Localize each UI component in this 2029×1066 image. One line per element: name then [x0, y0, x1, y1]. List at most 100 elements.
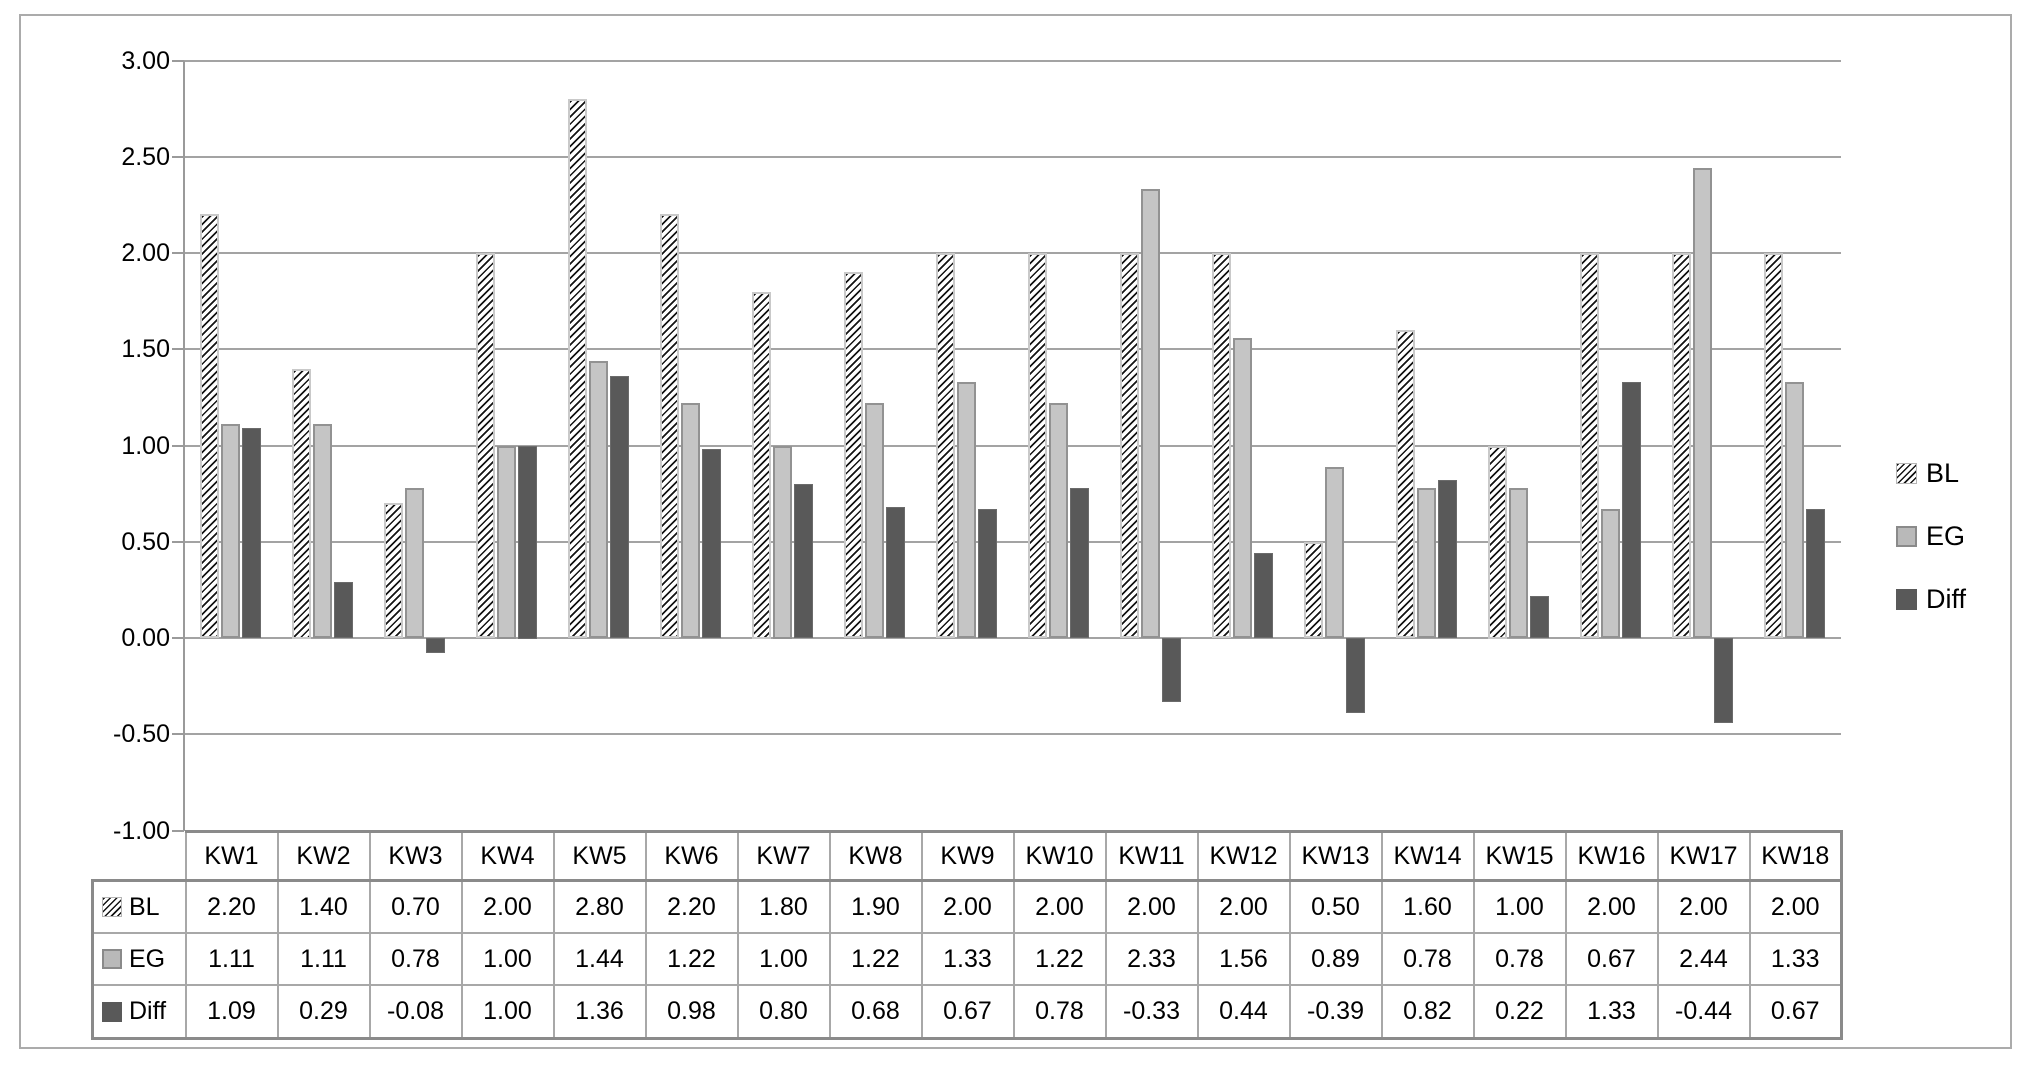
table-cell-eg-kw18: 1.33: [1748, 932, 1843, 986]
table-cell-eg-kw5: 1.44: [552, 932, 647, 986]
table-cell-diff-kw7: 0.80: [736, 984, 831, 1040]
table-header-kw12: KW12: [1196, 830, 1291, 882]
bar-bl-kw5: [568, 99, 587, 638]
table-cell-eg-kw12: 1.56: [1196, 932, 1291, 986]
table-cell-eg-kw9: 1.33: [920, 932, 1015, 986]
bar-eg-kw4: [497, 446, 516, 639]
bar-bl-kw13: [1304, 542, 1323, 638]
bar-diff-kw11: [1162, 638, 1181, 702]
table-cell-bl-kw18: 2.00: [1748, 879, 1843, 934]
legend-label: Diff: [1926, 583, 1967, 614]
bar-diff-kw4: [518, 446, 537, 639]
bar-bl-kw12: [1212, 253, 1231, 638]
legend-swatch-diff: [1896, 588, 1917, 610]
y-axis-tick: [172, 60, 184, 62]
table-row-header-bl: BL: [91, 879, 187, 934]
table-cell-eg-kw14: 0.78: [1380, 932, 1475, 986]
bar-bl-kw11: [1120, 253, 1139, 638]
table-header-kw15: KW15: [1472, 830, 1567, 882]
table-cell-diff-kw18: 0.67: [1748, 984, 1843, 1040]
series-swatch-diff: [102, 1001, 122, 1022]
table-cell-bl-kw4: 2.00: [460, 879, 555, 934]
table-row-header-eg: EG: [91, 932, 187, 986]
table-cell-diff-kw3: -0.08: [368, 984, 463, 1040]
bar-bl-kw6: [660, 214, 679, 638]
table-cell-bl-kw1: 2.20: [184, 879, 279, 934]
table-cell-eg-kw10: 1.22: [1012, 932, 1107, 986]
table-row-header-diff: Diff: [91, 984, 187, 1040]
bar-bl-kw17: [1672, 253, 1691, 638]
table-cell-eg-kw13: 0.89: [1288, 932, 1383, 986]
bar-bl-kw1: [200, 214, 219, 638]
bar-eg-kw15: [1509, 488, 1528, 638]
table-cell-diff-kw6: 0.98: [644, 984, 739, 1040]
y-axis-tick: [172, 637, 184, 639]
table-header-kw1: KW1: [184, 830, 279, 882]
table-header-kw7: KW7: [736, 830, 831, 882]
legend-item-eg: EG: [1896, 521, 1966, 551]
table-cell-eg-kw3: 0.78: [368, 932, 463, 986]
table-header-kw11: KW11: [1104, 830, 1199, 882]
bar-bl-kw10: [1028, 253, 1047, 638]
table-header-kw14: KW14: [1380, 830, 1475, 882]
bar-bl-kw8: [844, 272, 863, 638]
legend-swatch-eg: [1896, 525, 1917, 547]
table-cell-eg-kw4: 1.00: [460, 932, 555, 986]
bar-bl-kw7: [752, 292, 771, 639]
table-cell-bl-kw13: 0.50: [1288, 879, 1383, 934]
series-swatch-eg: [102, 949, 122, 969]
gridline: [184, 60, 1841, 62]
gridline: [184, 637, 1841, 639]
table-cell-diff-kw15: 0.22: [1472, 984, 1567, 1040]
y-axis-tick: [172, 348, 184, 350]
bar-eg-kw1: [221, 424, 240, 638]
table-cell-diff-kw9: 0.67: [920, 984, 1015, 1040]
table-cell-diff-kw8: 0.68: [828, 984, 923, 1040]
legend-label: BL: [1926, 457, 1960, 488]
bar-eg-kw14: [1417, 488, 1436, 638]
gridline: [184, 541, 1841, 543]
table-header-kw5: KW5: [552, 830, 647, 882]
y-axis-label: 1.00: [121, 432, 170, 460]
table-cell-diff-kw5: 1.36: [552, 984, 647, 1040]
bar-eg-kw10: [1049, 403, 1068, 638]
y-axis-tick: [172, 156, 184, 158]
bar-bl-kw4: [476, 253, 495, 638]
gridline: [184, 156, 1841, 158]
table-cell-bl-kw3: 0.70: [368, 879, 463, 934]
table-cell-bl-kw5: 2.80: [552, 879, 647, 934]
table-cell-diff-kw13: -0.39: [1288, 984, 1383, 1040]
table-cell-diff-kw12: 0.44: [1196, 984, 1291, 1040]
y-axis-label: 2.50: [121, 143, 170, 171]
table-header-kw17: KW17: [1656, 830, 1751, 882]
table-cell-eg-kw6: 1.22: [644, 932, 739, 986]
bar-diff-kw16: [1622, 382, 1641, 638]
y-axis-line: [183, 61, 185, 831]
bar-diff-kw12: [1254, 553, 1273, 638]
table-cell-eg-kw2: 1.11: [276, 932, 371, 986]
gridline: [184, 445, 1841, 447]
bar-diff-kw6: [702, 449, 721, 638]
table-cell-diff-kw16: 1.33: [1564, 984, 1659, 1040]
bar-eg-kw18: [1785, 382, 1804, 638]
table-cell-bl-kw8: 1.90: [828, 879, 923, 934]
gridline: [184, 348, 1841, 350]
y-axis-label: 1.50: [121, 335, 170, 363]
table-header-kw18: KW18: [1748, 830, 1843, 882]
y-axis-label: 2.00: [121, 239, 170, 267]
table-cell-bl-kw11: 2.00: [1104, 879, 1199, 934]
bar-eg-kw13: [1325, 467, 1344, 638]
legend-label: EG: [1926, 520, 1966, 551]
bar-diff-kw2: [334, 582, 353, 638]
bar-eg-kw5: [589, 361, 608, 638]
table-cell-diff-kw17: -0.44: [1656, 984, 1751, 1040]
gridline: [184, 733, 1841, 735]
gridline: [184, 252, 1841, 254]
bar-eg-kw8: [865, 403, 884, 638]
bar-eg-kw6: [681, 403, 700, 638]
table-header-kw4: KW4: [460, 830, 555, 882]
table-cell-eg-kw17: 2.44: [1656, 932, 1751, 986]
bar-diff-kw13: [1346, 638, 1365, 713]
table-cell-bl-kw10: 2.00: [1012, 879, 1107, 934]
